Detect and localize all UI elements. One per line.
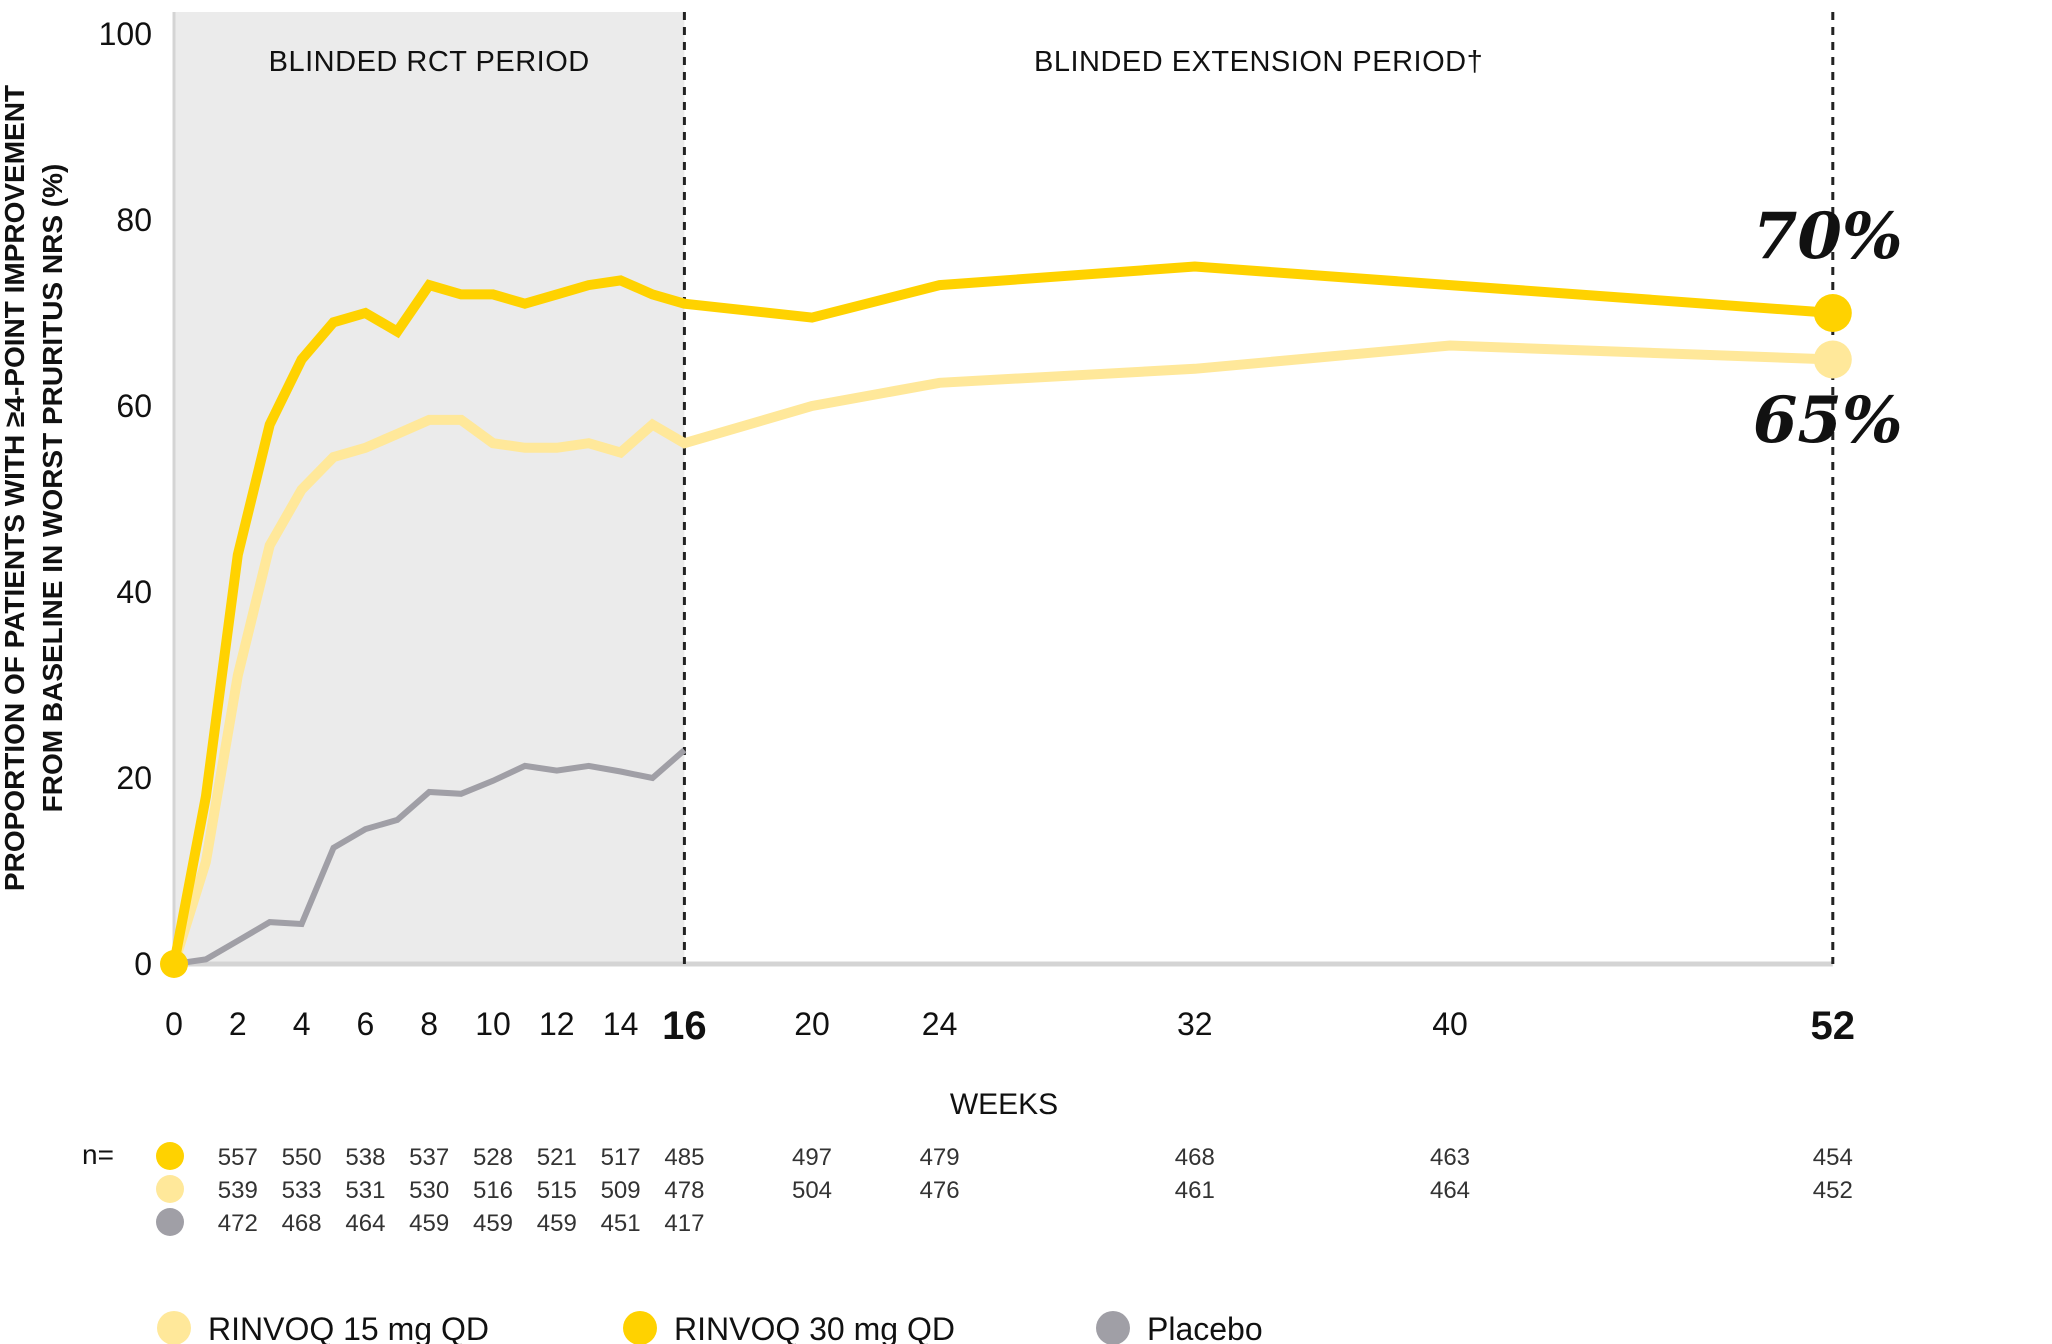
legend-swatch	[157, 1311, 191, 1344]
n-value: 464	[1430, 1177, 1470, 1204]
n-value: 504	[792, 1177, 832, 1204]
series-line-rinvoq-15-mg-qd	[169, 340, 1833, 966]
x-tick-label: 0	[165, 1006, 183, 1042]
x-tick-label: 12	[539, 1006, 575, 1042]
n-value: 451	[601, 1210, 641, 1237]
y-tick-label: 40	[116, 574, 152, 610]
n-value: 530	[409, 1177, 449, 1204]
n-value: 479	[920, 1144, 960, 1171]
n-value: 537	[409, 1144, 449, 1171]
x-tick-label: 4	[293, 1006, 311, 1042]
n-value: 468	[282, 1210, 322, 1237]
x-tick-label: 32	[1177, 1006, 1213, 1042]
x-tick-label: 40	[1432, 1006, 1468, 1042]
y-tick-label: 80	[116, 202, 152, 238]
y-tick-label: 60	[116, 388, 152, 424]
n-value: 538	[345, 1144, 385, 1171]
y-tick-label: 0	[134, 946, 152, 982]
end-point-marker-rinvoq-30-mg-qd	[1813, 294, 1852, 332]
x-tick-label: 52	[1811, 1004, 1856, 1048]
x-tick-label: 8	[420, 1006, 438, 1042]
n-value: 516	[473, 1177, 513, 1204]
n-value: 528	[473, 1144, 513, 1171]
legend: RINVOQ 15 mg QD RINVOQ 30 mg QD Placebo	[157, 1311, 1263, 1344]
y-tick-label: 100	[99, 16, 152, 52]
n-row-marker	[156, 1208, 184, 1236]
series-line-rinvoq-30-mg-qd	[169, 261, 1834, 965]
legend-item-label: RINVOQ 30 mg QD	[674, 1311, 955, 1344]
n-value: 461	[1175, 1177, 1215, 1204]
n-value: 531	[345, 1177, 385, 1204]
n-value: 478	[664, 1177, 704, 1204]
n-value: 521	[537, 1144, 577, 1171]
extension-period-label: BLINDED EXTENSION PERIOD†	[1034, 46, 1483, 78]
n-value: 476	[920, 1177, 960, 1204]
x-tick-label: 16	[662, 1004, 707, 1048]
series-lines	[160, 261, 1852, 978]
n-row-marker	[156, 1142, 184, 1170]
x-tick-label: 20	[794, 1006, 830, 1042]
legend-item-label: Placebo	[1147, 1311, 1263, 1344]
x-tick-label: 14	[603, 1006, 639, 1042]
axes	[172, 12, 1835, 967]
n-value: 454	[1813, 1144, 1853, 1171]
n-value: 515	[537, 1177, 577, 1204]
n-table: 557 550 538 537 528 521 517 485 497 479 468 463 454 5…	[156, 1142, 1853, 1237]
legend-item-label: RINVOQ 15 mg QD	[208, 1311, 489, 1344]
x-axis-label: WEEKS	[950, 1088, 1058, 1121]
y-tick-label: 20	[116, 760, 152, 796]
end-label-30mg: 70%	[1753, 199, 1903, 274]
n-value: 550	[282, 1144, 322, 1171]
n-value: 539	[218, 1177, 258, 1204]
n-value: 464	[345, 1210, 385, 1237]
n-value: 497	[792, 1144, 832, 1171]
y-axis-label-line2: FROM BASELINE IN WORST PRURITUS NRS (%)	[37, 164, 68, 813]
n-value: 452	[1813, 1177, 1853, 1204]
n-value: 533	[282, 1177, 322, 1204]
n-value: 468	[1175, 1144, 1215, 1171]
n-value: 463	[1430, 1144, 1470, 1171]
n-value: 509	[601, 1177, 641, 1204]
n-table-label: n=	[82, 1139, 114, 1170]
n-value: 417	[664, 1210, 704, 1237]
legend-swatch	[1096, 1311, 1130, 1344]
end-label-15mg: 65%	[1753, 383, 1903, 458]
n-value: 459	[537, 1210, 577, 1237]
n-row-marker	[156, 1175, 184, 1203]
x-tick-label: 6	[357, 1006, 375, 1042]
n-value: 517	[601, 1144, 641, 1171]
n-value: 459	[409, 1210, 449, 1237]
x-tick-label: 24	[922, 1006, 958, 1042]
series-line-placebo	[173, 747, 687, 967]
end-point-marker-rinvoq-15-mg-qd	[1813, 340, 1852, 379]
x-tick-label: 2	[229, 1006, 247, 1042]
x-tick-label: 10	[475, 1006, 511, 1042]
n-value: 459	[473, 1210, 513, 1237]
n-value: 557	[218, 1144, 258, 1171]
y-axis-label-line1: PROPORTION OF PATIENTS WITH ≥4-POINT IMP…	[0, 85, 30, 891]
start-point-marker	[160, 950, 188, 978]
rct-period-label: BLINDED RCT PERIOD	[269, 46, 590, 78]
n-value: 472	[218, 1210, 258, 1237]
legend-swatch	[623, 1311, 657, 1344]
n-value: 485	[664, 1144, 704, 1171]
